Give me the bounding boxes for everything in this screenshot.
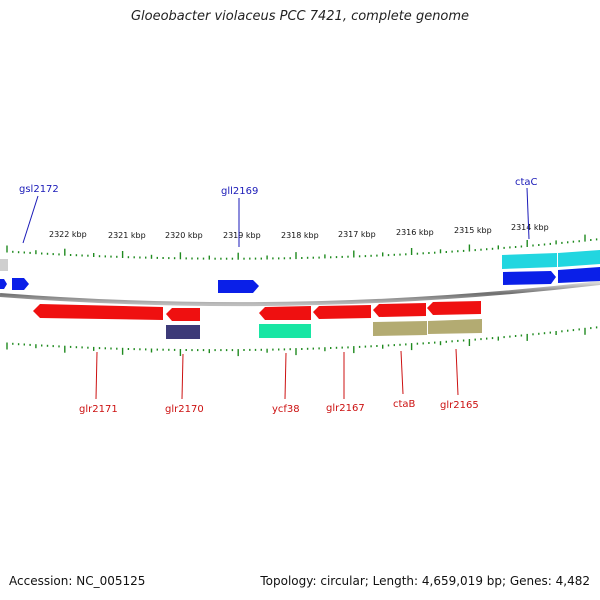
gray-feature[interactable] [0,259,8,271]
green-feature-ycf38[interactable] [259,324,311,338]
gene-label-ctaC[interactable]: ctaC [515,177,538,188]
olive-feature-glr2165[interactable] [428,319,482,334]
kbp-label: 2318 kbp [281,231,319,240]
gene-arrow-ycf38[interactable] [259,306,311,320]
kbp-label: 2317 kbp [338,230,376,239]
kbp-label: 2319 kbp [223,231,261,240]
gene-arrow-glr2171[interactable] [33,304,163,320]
gene-label-glr2167[interactable]: glr2167 [326,403,365,414]
genome-title: Gloeobacter violaceus PCC 7421, complete… [130,9,470,24]
leader-line [95,351,98,400]
gene-arrow-glr2167[interactable] [313,305,371,319]
scale-ticks-bottom [6,326,598,357]
kbp-label: 2316 kbp [396,228,434,237]
leader-line [455,348,459,396]
kbp-label: 2322 kbp [49,230,87,239]
gene-label-gll2169[interactable]: gll2169 [221,186,258,197]
gene-label-ycf38[interactable]: ycf38 [272,404,300,415]
leader-line [526,187,530,240]
cyan-feature-ctaC[interactable] [502,253,557,269]
olive-feature-ctaB[interactable] [373,321,427,336]
gene-arrow-glr2165[interactable] [427,301,481,315]
leader-line [22,195,39,244]
gene-arrow-forward[interactable] [12,278,29,290]
scale-labels: 2322 kbp 2321 kbp 2320 kbp 2319 kbp 2318… [49,223,549,240]
gene-arrow-forward[interactable] [558,267,600,283]
leader-line [400,350,404,395]
gene-arrow-forward[interactable] [0,279,7,289]
gene-label-ctaB[interactable]: ctaB [393,399,416,410]
navy-feature-glr2170[interactable] [166,325,200,339]
gene-arrow-glr2170[interactable] [166,308,200,321]
leader-line [284,352,287,400]
scale-ticks-top [6,234,598,260]
gene-arrow-ctaC[interactable] [503,271,556,285]
gene-label-gsl2172[interactable]: gsl2172 [19,184,59,195]
cyan-feature[interactable] [558,250,600,267]
genome-stats-text: Topology: circular; Length: 4,659,019 bp… [260,574,590,588]
gene-arrow-gll2169[interactable] [218,280,259,293]
gene-labels: gsl2172 gll2169 ctaC glr2171 glr2170 ycf… [19,177,538,415]
kbp-label: 2320 kbp [165,231,203,240]
leader-line [181,353,184,400]
kbp-label: 2321 kbp [108,231,146,240]
kbp-label: 2314 kbp [511,223,549,232]
accession-text: Accession: NC_005125 [9,574,146,588]
gene-label-glr2170[interactable]: glr2170 [165,404,204,415]
kbp-label: 2315 kbp [454,226,492,235]
forward-strand-features [0,250,600,293]
gene-label-glr2171[interactable]: glr2171 [79,404,118,415]
gene-arrow-ctaB[interactable] [373,303,426,317]
gene-label-glr2165[interactable]: glr2165 [440,400,479,411]
reverse-strand-features [33,301,482,339]
gene-label-lines [22,187,530,400]
genome-backbone [0,281,600,307]
